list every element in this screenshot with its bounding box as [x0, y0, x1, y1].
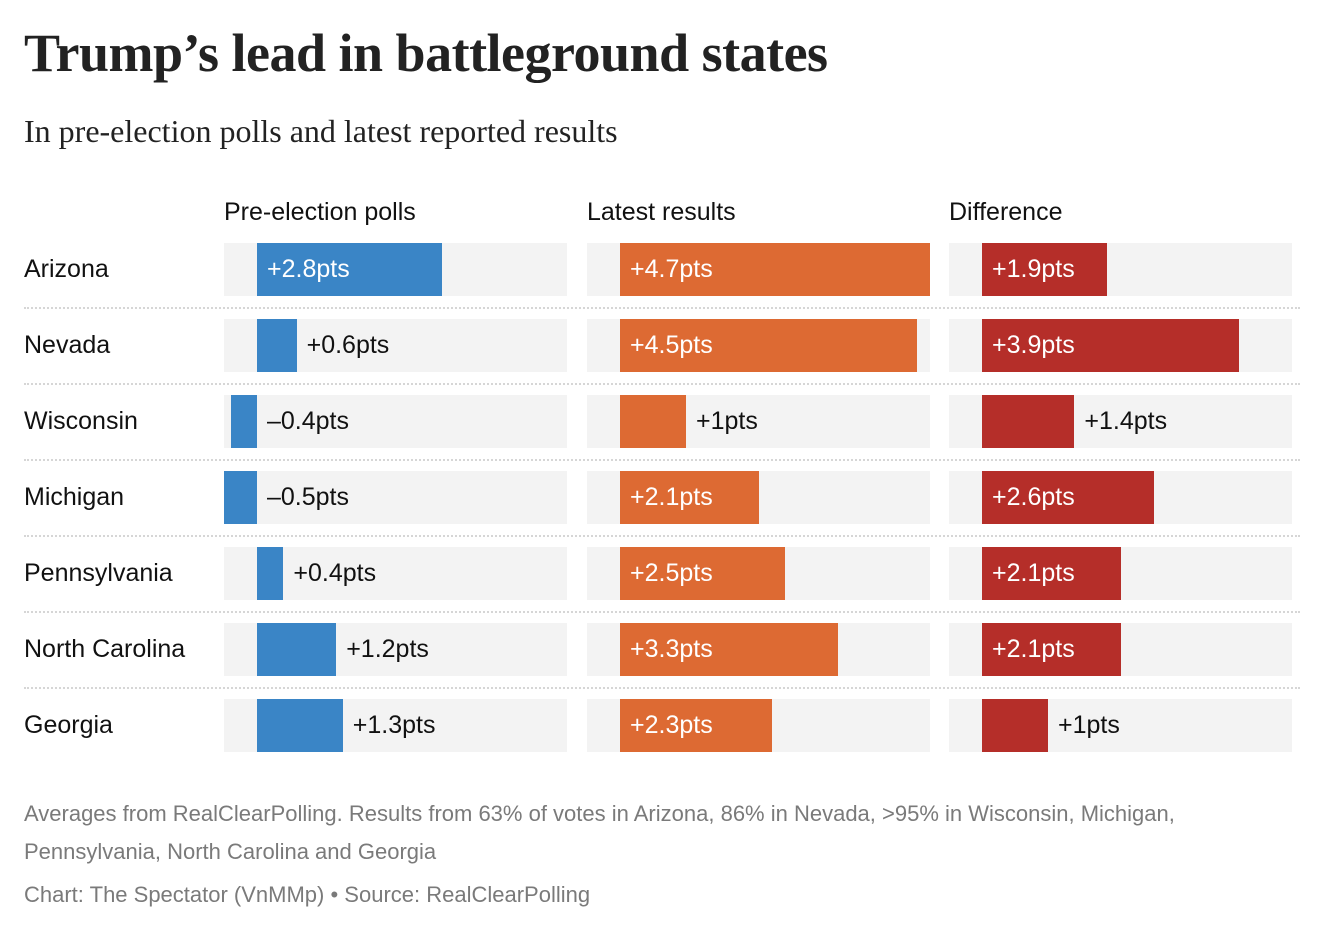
data-label: +2.1pts — [630, 483, 713, 511]
data-label: +1pts — [1058, 711, 1120, 739]
bar-track: +2.8pts — [224, 243, 567, 296]
chart-note: Averages from RealClearPolling. Results … — [24, 801, 1175, 864]
bar — [257, 623, 337, 676]
row-label: Wisconsin — [24, 407, 138, 435]
bar — [620, 243, 931, 296]
data-label: –0.4pts — [267, 407, 350, 435]
bar — [230, 395, 257, 448]
row-separator — [24, 687, 1300, 689]
bar — [224, 471, 257, 524]
bar-track: +2.1pts — [587, 471, 930, 524]
chart-title: Trump’s lead in battleground states — [24, 23, 828, 83]
data-label: +0.4pts — [293, 559, 377, 587]
bar — [982, 319, 1240, 372]
bar-track: +1pts — [949, 699, 1292, 752]
bar-track: +2.5pts — [587, 547, 930, 600]
bar — [257, 319, 297, 372]
column-header-0: Pre-election polls — [224, 198, 416, 226]
row-separator — [24, 459, 1300, 461]
row-separator — [24, 611, 1300, 613]
data-label: +1pts — [696, 407, 758, 435]
chart-credit: Chart: The Spectator (VnMMp) • Source: R… — [24, 882, 591, 907]
row-label: Pennsylvania — [24, 559, 173, 587]
bar-track: +3.9pts — [949, 319, 1292, 372]
row-label: Georgia — [24, 711, 113, 739]
bar-track: +1.4pts — [949, 395, 1292, 448]
bar-track: +1.3pts — [224, 699, 567, 752]
column-header-2: Difference — [949, 198, 1063, 226]
bar-track: –0.5pts — [224, 471, 567, 524]
bar-track: +1.9pts — [949, 243, 1292, 296]
data-label: +1.4pts — [1084, 407, 1168, 435]
row-label: Michigan — [24, 483, 125, 511]
row-separator — [24, 307, 1300, 309]
bar — [620, 699, 772, 752]
bar — [257, 699, 343, 752]
data-label: +4.5pts — [630, 331, 713, 359]
bar-track: +1.2pts — [224, 623, 567, 676]
data-label: –0.5pts — [267, 483, 350, 511]
data-label: +3.3pts — [630, 635, 713, 663]
bar — [982, 623, 1121, 676]
bar — [257, 243, 442, 296]
bar — [620, 395, 686, 448]
data-label: +1.3pts — [352, 711, 436, 739]
data-label: +0.6pts — [306, 331, 390, 359]
data-label: +2.6pts — [992, 483, 1075, 511]
bar — [982, 243, 1108, 296]
bar — [620, 623, 838, 676]
bar-track: +0.4pts — [224, 547, 567, 600]
bar-track: +2.1pts — [949, 547, 1292, 600]
bar-track: +4.5pts — [587, 319, 930, 372]
bar — [982, 547, 1121, 600]
row-separator — [24, 383, 1300, 385]
row-label: Arizona — [24, 255, 109, 283]
bar-track: +0.6pts — [224, 319, 567, 372]
bar-track: –0.4pts — [224, 395, 567, 448]
bar — [620, 471, 759, 524]
row-label: Nevada — [24, 331, 111, 359]
bar-track: +4.7pts — [587, 243, 931, 296]
data-label: +2.1pts — [992, 559, 1075, 587]
column-header-1: Latest results — [587, 198, 736, 226]
data-label: +2.8pts — [267, 255, 350, 283]
data-label: +2.1pts — [992, 635, 1075, 663]
bar-track: +3.3pts — [587, 623, 930, 676]
bar — [982, 471, 1154, 524]
chart-subtitle: In pre-election polls and latest reporte… — [24, 113, 618, 149]
bar-track: +2.6pts — [949, 471, 1292, 524]
row-label: North Carolina — [24, 635, 186, 663]
bar — [982, 699, 1048, 752]
bar — [620, 547, 785, 600]
data-label: +2.5pts — [630, 559, 713, 587]
data-label: +4.7pts — [630, 255, 713, 283]
data-label: +3.9pts — [992, 331, 1075, 359]
bar-track: +2.1pts — [949, 623, 1292, 676]
bar — [257, 547, 284, 600]
data-label: +1.9pts — [992, 255, 1075, 283]
data-label: +2.3pts — [630, 711, 713, 739]
row-separator — [24, 535, 1300, 537]
data-label: +1.2pts — [346, 635, 429, 663]
bar — [982, 395, 1075, 448]
bar — [620, 319, 917, 372]
bar-track: +2.3pts — [587, 699, 930, 752]
bar-track: +1pts — [587, 395, 930, 448]
